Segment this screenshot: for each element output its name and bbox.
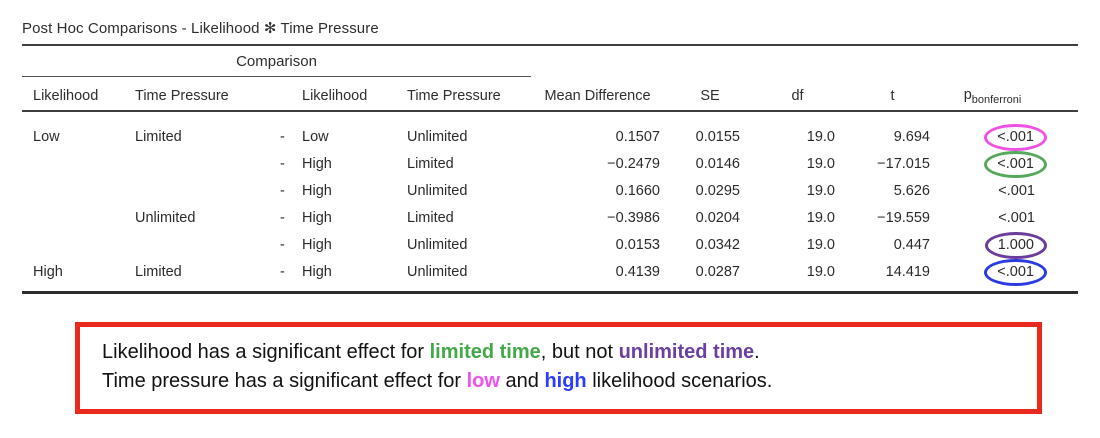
cell-df: 19.0 (806, 155, 835, 172)
cell-se: 0.0204 (695, 209, 740, 226)
cell-t: 14.419 (885, 263, 930, 280)
note-limited-time-highlight: limited time (429, 341, 541, 363)
header-se: SE (700, 88, 720, 104)
cell-p: <.001 (940, 258, 1047, 286)
cell-time-pressure-b: Unlimited (407, 182, 468, 199)
cell-time-pressure-b: Unlimited (407, 236, 468, 253)
cell-time-pressure-b: Unlimited (407, 128, 468, 145)
note-line2-mid: and (499, 370, 545, 392)
cell-p: <.001 (940, 150, 1047, 178)
note-line-2: Time pressure has a significant effect f… (102, 367, 1037, 396)
cell-p: 1.000 (940, 231, 1047, 259)
cell-time-pressure-b: Limited (407, 155, 454, 172)
cell-df: 19.0 (806, 263, 835, 280)
header-likelihood-a: Likelihood (33, 88, 99, 104)
cell-p: <.001 (998, 209, 1035, 226)
cell-se: 0.0155 (695, 128, 740, 145)
cell-p: <.001 (940, 123, 1047, 151)
rule-under-comparison (22, 76, 531, 78)
note-low-highlight: low (466, 370, 500, 392)
header-df: df (791, 88, 804, 104)
cell-df: 19.0 (806, 128, 835, 145)
note-line1-end: . (754, 341, 760, 363)
p-header-base: p (963, 86, 972, 103)
cell-likelihood-b: High (302, 236, 332, 253)
cell-dash: - (280, 155, 285, 172)
cell-mean-difference: 0.0153 (615, 236, 660, 253)
cell-t: −19.559 (877, 209, 930, 226)
cell-mean-difference: 0.1507 (615, 128, 660, 145)
header-likelihood-b: Likelihood (302, 88, 368, 104)
blue-ellipse-annotation: <.001 (984, 258, 1047, 286)
note-line2-end: likelihood scenarios. (586, 370, 773, 392)
cell-dash: - (280, 263, 285, 280)
cell-se: 0.0295 (695, 182, 740, 199)
cell-t: 0.447 (893, 236, 930, 253)
purple-ellipse-annotation: 1.000 (984, 231, 1047, 259)
cell-dash: - (280, 209, 285, 226)
note-line1-mid: , but not (540, 341, 619, 363)
header-time-pressure-b: Time Pressure (407, 88, 501, 104)
rule-under-title (22, 44, 1078, 46)
cell-likelihood-b: High (302, 155, 332, 172)
cell-df: 19.0 (806, 209, 835, 226)
cell-se: 0.0342 (695, 236, 740, 253)
cell-likelihood-a: High (33, 263, 63, 280)
cell-dash: - (280, 236, 285, 253)
note-high-highlight: high (544, 370, 587, 392)
cell-p: <.001 (998, 182, 1035, 199)
cell-likelihood-b: High (302, 263, 332, 280)
cell-likelihood-b: High (302, 182, 332, 199)
cell-mean-difference: 0.4139 (615, 263, 660, 280)
table-title: Post Hoc Comparisons - Likelihood ✻ Time… (22, 20, 379, 37)
note-line2-text: Time pressure has a significant effect f… (102, 370, 467, 392)
cell-time-pressure-b: Limited (407, 209, 454, 226)
cell-time-pressure-a: Limited (135, 263, 182, 280)
comparison-spanner-header: Comparison (236, 53, 317, 70)
rule-under-headers (22, 110, 1078, 112)
cell-t: −17.015 (877, 155, 930, 172)
cell-time-pressure-a: Limited (135, 128, 182, 145)
annotation-note-box: Likelihood has a significant effect for … (75, 322, 1042, 414)
cell-df: 19.0 (806, 236, 835, 253)
note-unlimited-time-highlight: unlimited time (618, 341, 755, 363)
header-p-bonferroni: pbonferroni (940, 87, 1045, 106)
p-header-subscript: bonferroni (971, 93, 1022, 106)
cell-time-pressure-a: Unlimited (135, 209, 196, 226)
cell-t: 5.626 (893, 182, 930, 199)
green-ellipse-annotation: <.001 (984, 150, 1047, 178)
cell-likelihood-b: High (302, 209, 332, 226)
header-time-pressure-a: Time Pressure (135, 88, 229, 104)
cell-mean-difference: −0.2479 (607, 155, 660, 172)
cell-likelihood-b: Low (302, 128, 329, 145)
cell-df: 19.0 (806, 182, 835, 199)
cell-t: 9.694 (893, 128, 930, 145)
cell-dash: - (280, 128, 285, 145)
note-line-1: Likelihood has a significant effect for … (102, 338, 1037, 367)
cell-se: 0.0287 (695, 263, 740, 280)
cell-likelihood-a: Low (33, 128, 60, 145)
table-header-row: Likelihood Time Pressure Likelihood Time… (22, 85, 1078, 107)
table-body: Low Limited - Low Unlimited 0.1507 0.015… (22, 123, 1078, 286)
cell-se: 0.0146 (695, 155, 740, 172)
cell-time-pressure-b: Unlimited (407, 263, 468, 280)
table-bottom-rule (22, 291, 1078, 294)
cell-mean-difference: −0.3986 (607, 209, 660, 226)
note-line1-text: Likelihood has a significant effect for (102, 341, 430, 363)
pink-ellipse-annotation: <.001 (984, 123, 1047, 151)
cell-mean-difference: 0.1660 (615, 182, 660, 199)
header-mean-difference: Mean Difference (544, 88, 651, 104)
cell-dash: - (280, 182, 285, 199)
header-t: t (890, 88, 895, 104)
